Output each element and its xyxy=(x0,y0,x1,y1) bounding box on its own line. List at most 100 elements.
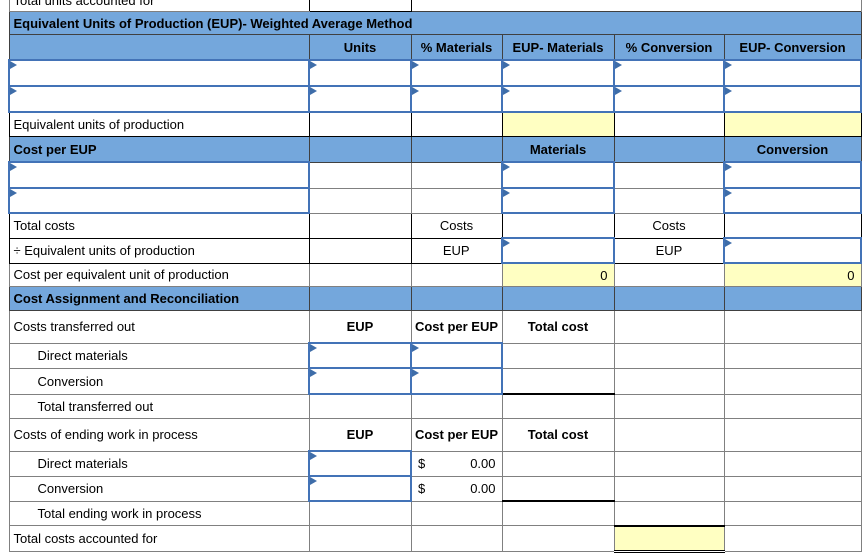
section3-title: Cost Assignment and Reconciliation xyxy=(8,286,310,311)
input-marker-icon xyxy=(726,62,732,69)
total-ending-wip-value-cell xyxy=(501,500,615,526)
col-header-eup-conversion: EUP- Conversion xyxy=(723,34,862,61)
row-divide-by-eup: ÷ Equivalent units of production EUP EUP xyxy=(8,237,862,264)
input-marker-icon xyxy=(726,164,732,171)
total-transferred-out-label: Total transferred out xyxy=(8,393,310,419)
col-header-eup-materials: EUP- Materials xyxy=(501,34,615,61)
input-transferred-dm-cost-per-eup[interactable] xyxy=(410,342,503,369)
empty-cell xyxy=(410,187,503,214)
input-ending-conv-eup[interactable] xyxy=(308,475,412,502)
input-eup2-eup-materials[interactable] xyxy=(501,85,615,113)
empty-cell xyxy=(613,136,725,163)
transferred-conversion-label: Conversion xyxy=(8,367,310,395)
input-ending-dm-eup[interactable] xyxy=(308,450,412,477)
total-costs-label: Total costs xyxy=(8,212,310,239)
empty-cell xyxy=(308,237,412,264)
empty-cell xyxy=(613,161,725,189)
input-eup2-units[interactable] xyxy=(308,85,412,113)
input-cost1-materials[interactable] xyxy=(501,161,615,189)
total-costs-conversion-cell xyxy=(723,212,862,239)
empty-cell xyxy=(308,262,412,287)
equivalent-units-label: Equivalent units of production xyxy=(8,111,310,137)
input-cost1-label[interactable] xyxy=(8,161,310,189)
row-eup-input-1 xyxy=(8,59,862,87)
total-costs-accounted-label: Total costs accounted for xyxy=(8,525,310,552)
input-eup1-pct-conversion[interactable] xyxy=(613,59,725,87)
input-eup1-eup-conversion[interactable] xyxy=(723,59,862,87)
input-marker-icon xyxy=(311,345,317,352)
equivalent-units-materials-cell xyxy=(501,111,615,137)
empty-cell xyxy=(613,310,725,344)
total-units-accounted-label: Total units accounted for xyxy=(8,0,310,12)
total-transferred-out-value-cell xyxy=(501,393,615,419)
row-total-costs-accounted: Total costs accounted for xyxy=(8,524,862,553)
materials-header: Materials xyxy=(501,136,615,163)
empty-cell xyxy=(410,525,503,552)
transferred-direct-materials-label: Direct materials xyxy=(8,342,310,369)
eup-caption-materials: EUP xyxy=(410,237,503,264)
input-eup2-eup-conversion[interactable] xyxy=(723,85,862,113)
empty-cell xyxy=(723,393,862,419)
empty-cell xyxy=(723,418,862,452)
input-eup2-pct-materials[interactable] xyxy=(410,85,503,113)
eup-worksheet: Total units accounted for Equivalent Uni… xyxy=(8,0,862,553)
input-transferred-dm-eup[interactable] xyxy=(308,342,412,369)
transferred-out-label: Costs transferred out xyxy=(8,310,310,344)
input-marker-icon xyxy=(413,88,419,95)
empty-cell xyxy=(411,0,862,12)
row-section1-title: Equivalent Units of Production (EUP)- We… xyxy=(8,11,862,35)
row-cost-per-eup-header: Cost per EUP Materials Conversion xyxy=(8,136,862,163)
row-column-headers: Units % Materials EUP- Materials % Conve… xyxy=(8,34,862,61)
empty-cell xyxy=(723,286,862,311)
input-transferred-conv-eup[interactable] xyxy=(308,367,412,395)
empty-cell xyxy=(308,187,412,214)
input-marker-icon xyxy=(726,88,732,95)
input-eup-divisor-materials[interactable] xyxy=(501,237,615,264)
row-eup-input-2 xyxy=(8,85,862,113)
input-eup1-units[interactable] xyxy=(308,59,412,87)
input-eup2-pct-conversion[interactable] xyxy=(613,85,725,113)
row-transferred-out-header: Costs transferred out EUP Cost per EUP T… xyxy=(8,310,862,344)
row-ending-direct-materials: Direct materials $0.00 xyxy=(8,450,862,477)
input-eup1-pct-materials[interactable] xyxy=(410,59,503,87)
empty-cell xyxy=(613,418,725,452)
equivalent-units-units-cell xyxy=(308,111,412,137)
input-marker-icon xyxy=(504,240,510,247)
input-eup1-eup-materials[interactable] xyxy=(501,59,615,87)
input-marker-icon xyxy=(504,88,510,95)
row-total-units-accounted-for: Total units accounted for xyxy=(8,0,862,12)
input-marker-icon xyxy=(11,62,17,69)
transferred-total-cost-header: Total cost xyxy=(501,310,615,344)
col-header-pct-conversion: % Conversion xyxy=(613,34,725,61)
input-transferred-conv-cost-per-eup[interactable] xyxy=(410,367,503,395)
empty-cell xyxy=(308,500,412,526)
input-cost2-conversion[interactable] xyxy=(723,187,862,214)
input-cost1-conversion[interactable] xyxy=(723,161,862,189)
transferred-eup-header: EUP xyxy=(308,310,412,344)
col-header-units: Units xyxy=(308,34,412,61)
empty-cell xyxy=(613,475,725,502)
ending-conversion-label: Conversion xyxy=(8,475,310,502)
row-transferred-conversion: Conversion xyxy=(8,367,862,395)
ending-direct-materials-label: Direct materials xyxy=(8,450,310,477)
transferred-cost-per-eup-header: Cost per EUP xyxy=(410,310,503,344)
empty-cell xyxy=(613,500,725,526)
row-total-ending-wip: Total ending work in process xyxy=(8,500,862,526)
input-cost2-label[interactable] xyxy=(8,187,310,214)
input-cost2-materials[interactable] xyxy=(501,187,615,214)
ending-wip-label: Costs of ending work in process xyxy=(8,418,310,452)
input-eup2-label[interactable] xyxy=(8,85,310,113)
costs-caption-materials: Costs xyxy=(410,212,503,239)
empty-cell xyxy=(501,450,615,477)
currency-symbol: $ xyxy=(418,481,426,496)
row-ending-conversion: Conversion $0.00 xyxy=(8,475,862,502)
empty-cell xyxy=(410,262,503,287)
ending-conv-cost-value: 0.00 xyxy=(470,481,496,496)
empty-cell xyxy=(501,342,615,369)
empty-cell xyxy=(308,393,412,419)
result-conversion-cell: 0 xyxy=(723,262,862,287)
input-eup1-label[interactable] xyxy=(8,59,310,87)
input-marker-icon xyxy=(11,164,17,171)
empty-cell xyxy=(723,310,862,344)
input-eup-divisor-conversion[interactable] xyxy=(723,237,862,264)
